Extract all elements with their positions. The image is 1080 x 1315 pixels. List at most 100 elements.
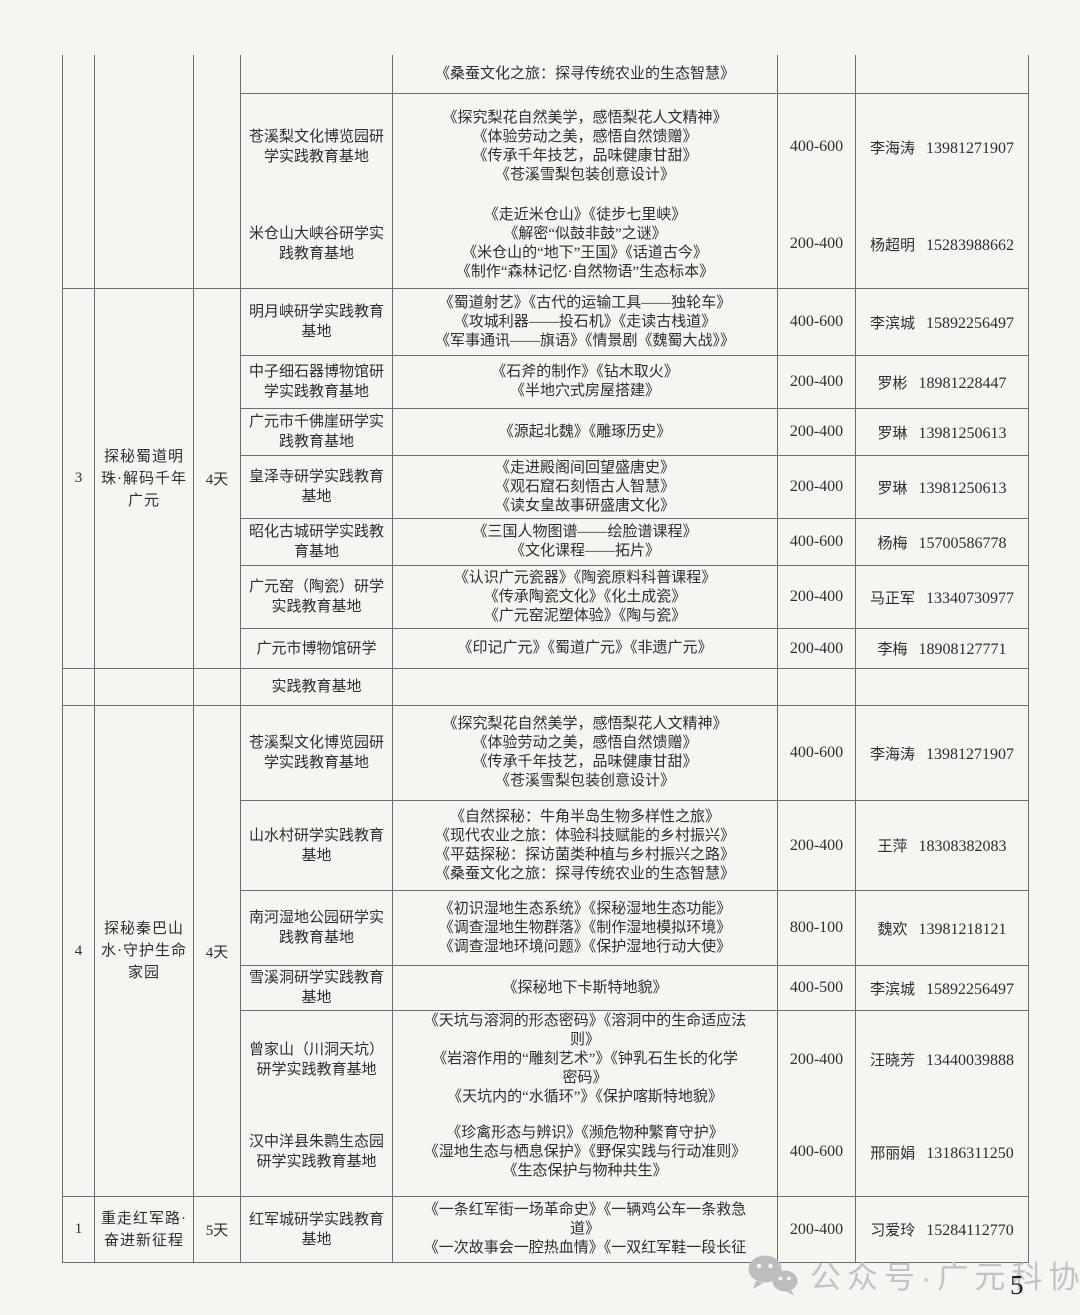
base-cell [240,55,392,93]
contact-cell: 罗琳 13981250613 [855,455,1029,518]
base-cell: 昭化古城研学实践教育基地 [240,518,392,565]
research-schedule-table: 《桑蚕文化之旅：探寻传统农业的生态智慧》 苍溪梨文化博览园研学实践教育基地 《探究梨… [62,55,1029,1263]
courses-cell: 《自然探秘：牛角半岛生物多样性之旅》 《现代农业之旅：体验科技赋能的乡村振兴》 《平… [392,800,777,890]
course-line: 《米仓山的“地下”王国》《话道古今》 [462,245,708,261]
table-row: 1 重走红军路·奋进新征程 5天 红军城研学实践教育基地 《一条红军街一场革命史》《一辆… [62,1196,1029,1263]
course-line: 《军事通讯——旗语》《情景剧《魏蜀大战》》 [434,332,735,349]
course-line: 《天坑内的“水循环”》《保护喀斯特地貌》 [447,1089,723,1105]
contact-phone: 13981271907 [926,745,1014,763]
table-row: 广元市千佛崖研学实践教育基地 《源起北魏》《雕琢历史》 200-400 罗琳 13981… [62,408,1029,455]
contact-phone: 18308382083 [918,838,1007,855]
price-cell: 400-500 [777,965,855,1010]
contact-name: 李梅 [877,642,908,658]
contact-name: 李滨城 [869,315,915,332]
base-cell: 广元窑（陶瓷）研学实践教育基地 [240,565,392,628]
base-cell: 南河湿地公园研学实践教育基地 [240,890,392,965]
row-number-cell: 1 [62,1196,94,1263]
days-cell [193,668,240,705]
contact-cell: 汪晓芳 13440039888 [855,1010,1029,1108]
table-row: 曾家山（川洞天坑）研学实践教育基地 《天坑与溶洞的形态密码》《溶洞中的生命适应法则… [62,1010,1029,1108]
schedule-table-body: 《桑蚕文化之旅：探寻传统农业的生态智慧》 苍溪梨文化博览园研学实践教育基地 《探究梨… [62,55,1029,1263]
base-cell: 广元市千佛崖研学实践教育基地 [240,408,392,455]
contact-cell: 王萍 18308382083 [855,800,1029,890]
course-line: 《体验劳动之美，感悟自然馈赠》 [472,735,698,751]
contact-phone: 18908127771 [918,641,1007,658]
watermark: 公众号·广元科协 [746,1252,1080,1297]
course-line: 《蜀道射艺》《古代的运输工具——独轮车》 [438,294,732,311]
contact-phone: 13340730977 [926,589,1014,607]
price-cell: 800-100 [777,890,855,965]
price-cell: 200-400 [777,408,855,455]
table-row: 山水村研学实践教育基地 《自然探秘：牛角半岛生物多样性之旅》 《现代农业之旅：体验科… [62,800,1029,890]
watermark-label: 公众号·广元科协 [810,1260,1080,1295]
page-number: 5 [1010,1270,1024,1300]
table-row: 昭化古城研学实践教育基地 《三国人物图谱——绘脸谱课程》 《文化课程——拓片》 400… [62,518,1029,565]
base-cell: 山水村研学实践教育基地 [240,800,392,890]
days-cell: 5天 [193,1196,240,1263]
price-cell: 400-600 [777,705,855,800]
days-cell: 4天 [193,705,240,1196]
course-line: 《体验劳动之美，感悟自然馈赠》 [472,129,698,145]
course-line: 道》 [569,1221,600,1237]
courses-cell: 《源起北魏》《雕琢历史》 [392,408,777,455]
contact-cell: 马正军 13340730977 [855,565,1029,628]
contact-cell: 罗琳 13981250613 [855,408,1029,455]
contact-phone: 15284112770 [926,1222,1014,1239]
contact-cell: 李滨城 15892256497 [855,288,1029,355]
contact-cell: 杨超明 15283988662 [855,200,1029,288]
courses-cell: 《探秘地下卡斯特地貌》 [392,965,777,1010]
course-line: 《探秘地下卡斯特地貌》 [502,979,668,996]
course-line: 《一条红军街一场革命史》《一辆鸡公车一条救急 [423,1202,747,1218]
course-line: 《珍禽形态与辨识》《濒危物种繁育守护》 [446,1124,724,1141]
course-line: 《苍溪雪梨包装创意设计》 [494,773,675,789]
contact-cell: 李梅 18908127771 [855,628,1029,668]
course-line: 《走近米仓山》《徒步七里峡》 [483,207,687,223]
contact-name: 罗彬 [877,375,908,392]
base-cell: 汉中洋县朱鹮生态园研学实践教育基地 [240,1108,392,1196]
theme-cell [94,668,193,705]
contact-cell: 李海涛 13981271907 [855,705,1029,800]
courses-cell: 《探究梨花自然美学，感悟梨花人文精神》 《体验劳动之美，感悟自然馈赠》 《传承千年技… [392,705,777,800]
base-cell: 红军城研学实践教育基地 [240,1196,392,1263]
course-line: 《现代农业之旅：体验科技赋能的乡村振兴》 [434,827,735,844]
contact-cell: 杨梅 15700586778 [855,518,1029,565]
contact-phone: 13186311250 [926,1144,1014,1162]
course-line: 《三国人物图谱——绘脸谱课程》 [472,524,698,540]
course-line: 《桑蚕文化之旅：探寻传统农业的生态智慧》 [434,865,735,882]
table-row: 米仓山大峡谷研学实践教育基地 《走近米仓山》《徒步七里峡》 《解密“似鼓非鼓”之谜》… [62,200,1029,288]
courses-cell: 《印记广元》《蜀道广元》《非遗广元》 [392,628,777,668]
contact-name: 魏欢 [877,921,908,938]
base-cell: 苍溪梨文化博览园研学实践教育基地 [240,705,392,800]
contact-phone: 13440039888 [926,1052,1014,1069]
price-cell: 200-400 [777,1196,855,1263]
courses-cell: 《初识湿地生态系统》《探秘湿地生态功能》 《调查湿地生物群落》《制作湿地模拟环境》… [392,890,777,965]
row-number-cell [62,668,94,705]
course-line: 《读女皇故事研盛唐文化》 [494,497,675,514]
contact-cell [855,55,1029,93]
contact-phone: 15700586778 [918,534,1007,552]
table-row: 《桑蚕文化之旅：探寻传统农业的生态智慧》 [62,55,1029,288]
contact-name: 罗琳 [877,425,908,442]
price-cell: 400-600 [777,93,855,200]
base-cell: 雪溪洞研学实践教育基地 [240,965,392,1010]
course-line: 《传承千年技艺，品味健康甘甜》 [472,754,698,770]
contact-name: 汪晓芳 [869,1053,915,1069]
base-cell: 中子细石器博物馆研学实践教育基地 [240,355,392,408]
courses-cell: 《走进殿阁间回望盛唐史》 《观石窟石刻悟古人智慧》 《读女皇故事研盛唐文化》 [392,455,777,518]
contact-name: 王萍 [877,839,908,855]
contact-phone: 15892256497 [926,314,1014,332]
price-cell: 400-600 [777,1108,855,1196]
courses-cell: 《走近米仓山》《徒步七里峡》 《解密“似鼓非鼓”之谜》 《米仓山的“地下”王国》《话… [392,200,777,288]
table-row: 实践教育基地 [62,668,1029,705]
price-cell: 200-400 [777,355,855,408]
course-line: 《调查湿地环境问题》《保护湿地行动大使》 [438,938,732,955]
table-row: 雪溪洞研学实践教育基地 《探秘地下卡斯特地貌》 400-500 李滨城 15892256… [62,965,1029,1010]
contact-cell: 邢丽娟 13186311250 [855,1108,1029,1196]
contact-name: 杨超明 [869,237,915,254]
course-line: 《制作“森林记忆·自然物语”生态标本》 [455,264,715,280]
contact-phone: 15892256497 [926,980,1014,998]
table-row: 4 探秘秦巴山水·守护生命家园 4天 苍溪梨文化博览园研学实践教育基地 《探究梨花自然美… [62,705,1029,1196]
course-line: 《探究梨花自然美学，感悟梨花人文精神》 [442,716,728,732]
courses-cell: 《天坑与溶洞的形态密码》《溶洞中的生命适应法 则》 《岩溶作用的“雕刻艺术”》《钟乳… [392,1010,777,1108]
